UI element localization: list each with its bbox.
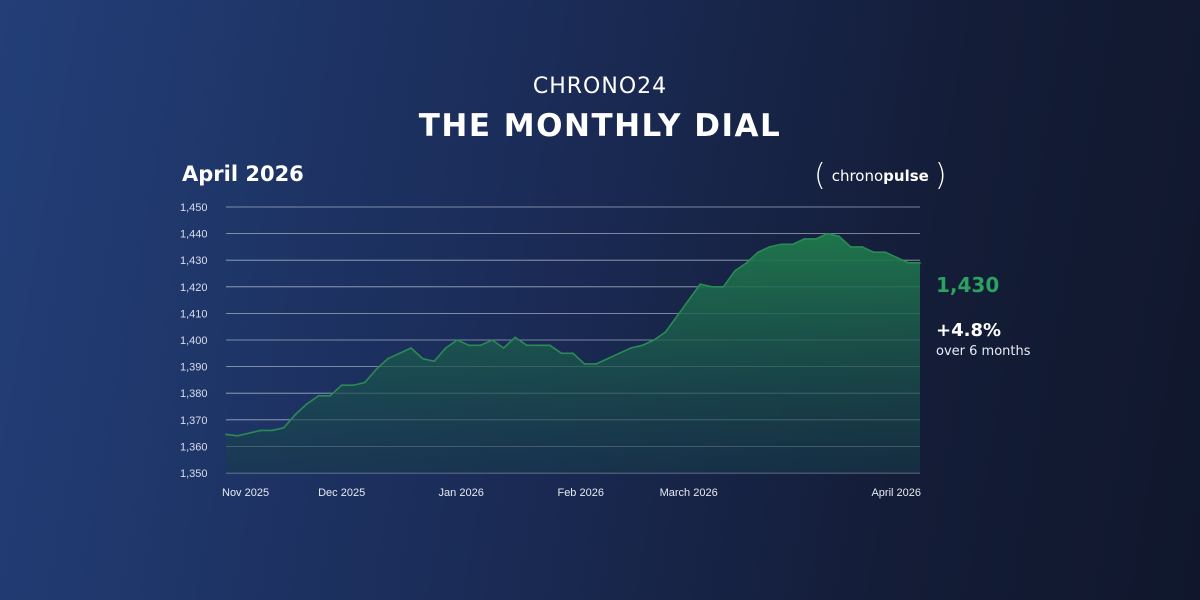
- page-title: THE MONTHLY DIAL: [418, 108, 782, 144]
- y-tick-label: 1,350: [180, 468, 208, 480]
- y-tick-label: 1,360: [180, 441, 208, 453]
- data-point: [826, 232, 829, 235]
- data-point: [583, 363, 586, 365]
- x-tick-label: Nov 2025: [222, 487, 269, 499]
- data-point: [456, 339, 459, 341]
- data-point: [687, 299, 690, 301]
- y-tick-label: 1,380: [180, 388, 208, 400]
- data-point: [895, 256, 898, 259]
- data-point: [271, 429, 274, 432]
- data-point: [548, 344, 551, 347]
- data-point: [560, 352, 563, 355]
- y-tick-label: 1,370: [180, 415, 208, 427]
- data-point: [375, 368, 378, 371]
- data-point: [629, 347, 632, 349]
- data-point: [757, 251, 759, 254]
- data-point: [363, 381, 366, 384]
- data-point: [664, 331, 667, 333]
- y-tick-label: 1,400: [180, 335, 208, 347]
- data-point: [803, 238, 806, 240]
- data-point: [352, 384, 355, 387]
- data-point: [491, 339, 493, 341]
- data-point: [653, 339, 655, 341]
- data-point: [387, 357, 389, 360]
- data-point: [479, 344, 482, 347]
- x-tick-label: Jan 2026: [439, 487, 484, 499]
- data-point: [722, 285, 725, 288]
- bracket-left-icon: (: [814, 158, 826, 193]
- data-point: [502, 347, 505, 349]
- y-tick-label: 1,390: [180, 362, 208, 374]
- x-tick-label: Feb 2026: [557, 487, 603, 499]
- data-point: [768, 246, 771, 248]
- data-point: [514, 336, 517, 339]
- data-point: [618, 352, 621, 355]
- data-point: [907, 261, 910, 264]
- x-tick-label: Dec 2025: [318, 487, 365, 499]
- data-point: [919, 261, 921, 264]
- data-point: [745, 261, 748, 264]
- data-point: [306, 402, 308, 405]
- brand-logo: CHRONO24: [532, 74, 668, 99]
- period-label: April 2026: [182, 162, 304, 186]
- data-point: [849, 246, 852, 248]
- data-point: [699, 283, 702, 286]
- bracket-right-icon: ): [934, 158, 947, 193]
- data-point: [780, 243, 783, 246]
- data-point: [676, 315, 678, 317]
- y-axis: 1,350 1,360 1,370 1,380 1,390 1,400 1,410 1,420…: [180, 202, 208, 480]
- data-point: [236, 434, 239, 437]
- data-point: [838, 235, 840, 238]
- data-point: [595, 363, 598, 365]
- x-tick-label: April 2026: [871, 487, 921, 499]
- y-tick-label: 1,450: [180, 202, 208, 214]
- data-point: [606, 357, 609, 360]
- data-point: [340, 384, 343, 387]
- data-point: [872, 251, 875, 254]
- data-point: [225, 433, 227, 436]
- y-tick-label: 1,420: [180, 282, 208, 294]
- data-point: [444, 347, 447, 349]
- partner-logo-part1: chrono: [831, 167, 884, 185]
- data-point: [248, 432, 251, 434]
- data-point: [282, 426, 285, 429]
- data-point: [734, 269, 736, 272]
- data-point: [410, 347, 412, 349]
- data-point: [421, 357, 424, 360]
- data-point: [537, 344, 540, 347]
- data-point: [468, 344, 470, 347]
- partner-logo: ( chrono pulse ): [814, 160, 947, 192]
- data-point: [884, 251, 887, 254]
- data-point: [329, 394, 331, 397]
- series-points: [225, 232, 921, 437]
- data-point: [791, 243, 794, 246]
- y-tick-label: 1,410: [180, 308, 208, 320]
- last-value: 1,430: [936, 273, 1000, 297]
- partner-logo-part2: pulse: [883, 167, 929, 185]
- data-point: [433, 360, 436, 363]
- y-tick-label: 1,440: [180, 229, 208, 241]
- data-point: [815, 238, 817, 240]
- data-point: [317, 394, 320, 397]
- x-axis: Nov 2025 Dec 2025 Jan 2026 Feb 2026 March 20…: [222, 487, 921, 499]
- data-point: [861, 246, 864, 248]
- y-tick-label: 1,430: [180, 255, 208, 267]
- data-point: [259, 429, 262, 432]
- data-point: [398, 352, 401, 355]
- data-point: [572, 352, 574, 355]
- change-note: over 6 months: [936, 344, 1031, 359]
- x-tick-label: March 2026: [660, 487, 718, 499]
- data-point: [641, 344, 644, 347]
- data-point: [710, 285, 713, 288]
- data-point: [525, 344, 528, 347]
- data-point: [294, 413, 297, 416]
- change-percent: +4.8%: [936, 320, 1002, 341]
